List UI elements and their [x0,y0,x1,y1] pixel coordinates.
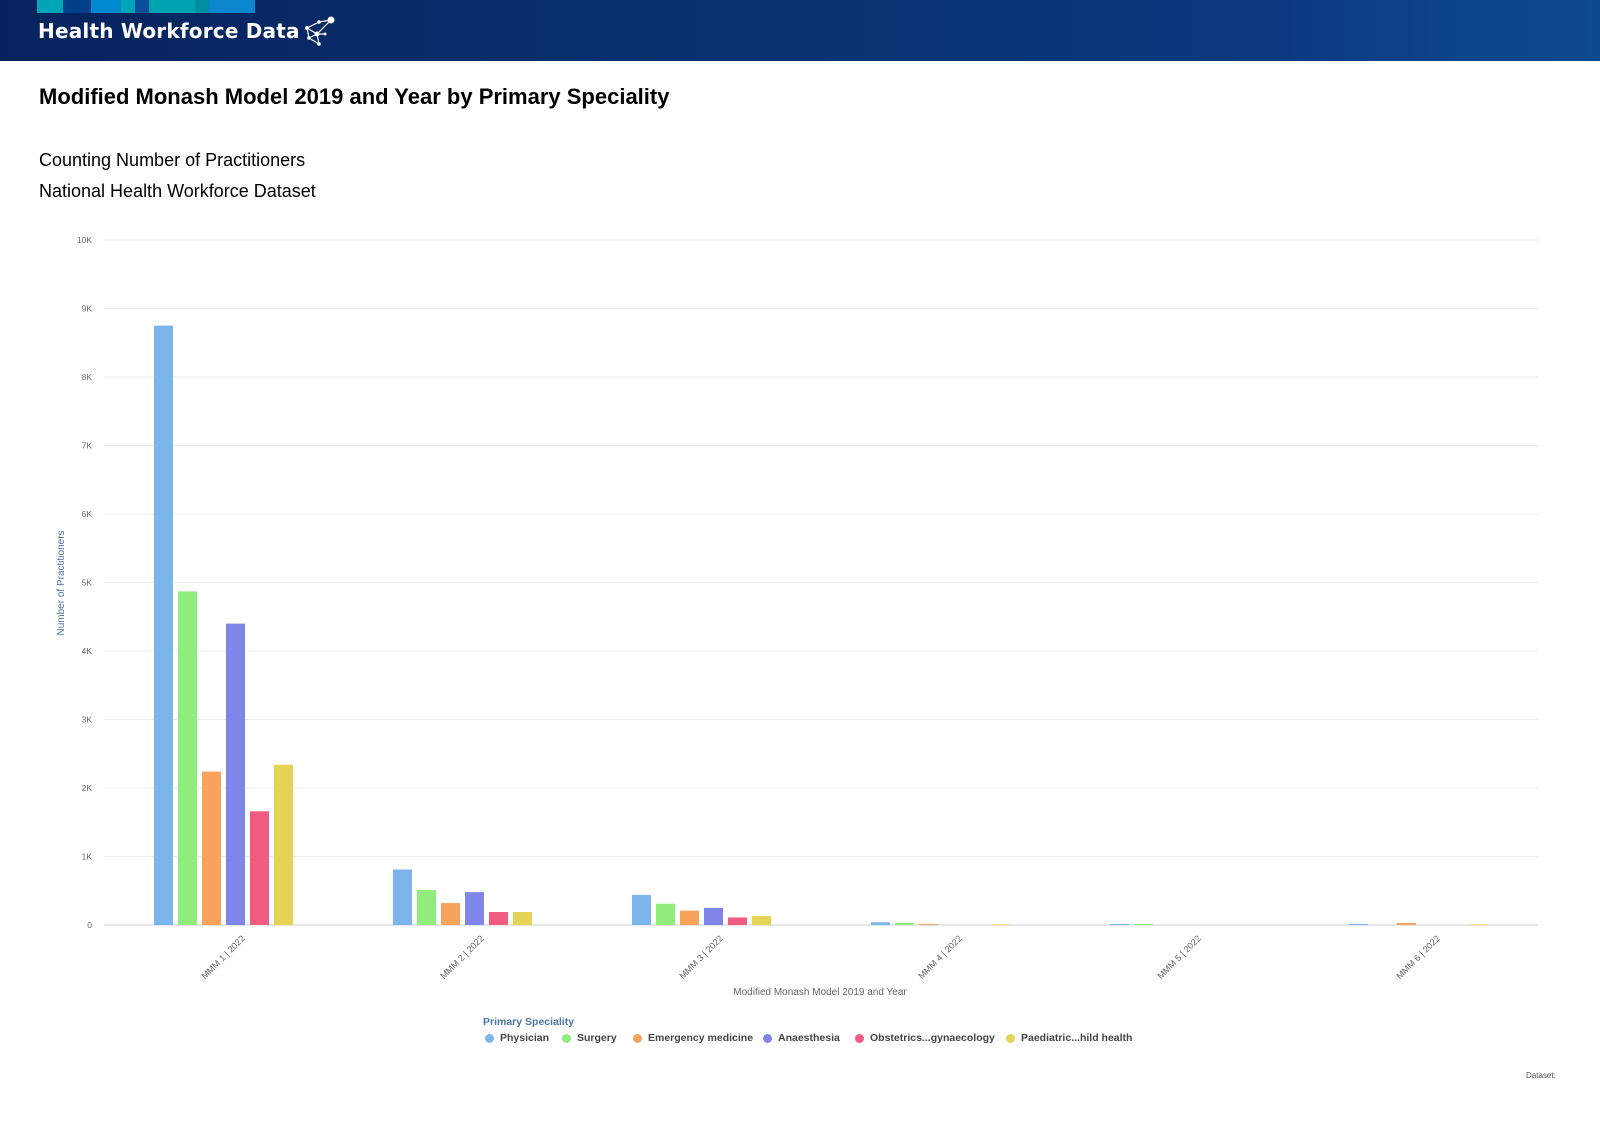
chart-gridlines [104,239,1538,926]
legend-dot-icon [633,1033,642,1043]
bar[interactable] [895,922,914,925]
legend-label: Paediatric...hild health [1021,1032,1133,1044]
y-axis-label: Number of Practitioners [56,530,67,635]
x-tick-label: MMM 1 | 2022 [199,933,247,981]
legend-item[interactable]: Emergency medicine [633,1032,753,1044]
legend-label: Anaesthesia [778,1032,840,1044]
dataset-note: Dataset: [1526,1071,1556,1080]
legend-dot-icon [485,1033,494,1043]
bar[interactable] [1349,923,1368,925]
legend-dot-icon [562,1033,571,1043]
measure-subtitle: Counting Number of Practitioners [39,150,306,170]
header-stripes [37,0,255,13]
bar[interactable] [919,923,938,925]
header-stripe [91,0,121,13]
x-tick-label: MMM 6 | 2022 [1394,933,1442,981]
bar[interactable] [274,764,293,925]
y-axis-ticks: 0 1K 2K 3K 4K 5K 6K 7K 8K 9K 10K [77,235,92,930]
y-tick-label: 6K [82,509,93,519]
bar[interactable] [1397,922,1416,925]
x-tick-label: MMM 2 | 2022 [438,933,486,981]
legend-title: Primary Speciality [483,1016,575,1028]
y-tick-label: 10K [77,235,92,245]
network-icon [305,16,335,46]
bar[interactable] [728,917,747,925]
y-tick-label: 5K [82,578,93,588]
x-axis-ticks: MMM 1 | 2022 MMM 2 | 2022 MMM 3 | 2022 MMM … [199,933,1442,981]
legend-item[interactable]: Physician [485,1032,549,1044]
legend-label: Physician [500,1032,550,1044]
bar[interactable] [1110,923,1129,925]
bar[interactable] [752,916,771,925]
header-stripe [209,0,255,13]
header-stripe [149,0,195,13]
bar[interactable] [417,890,436,925]
bar[interactable] [178,591,197,925]
y-tick-label: 0 [87,920,92,930]
header-stripe [195,0,209,13]
bar[interactable] [441,903,460,925]
legend-item[interactable]: Paediatric...hild health [1006,1032,1132,1044]
legend-item[interactable]: Obstetrics...gynaecology [855,1032,995,1044]
bar[interactable] [680,910,699,925]
legend-dot-icon [855,1033,864,1043]
y-tick-label: 4K [82,646,93,656]
header-stripe [37,0,63,13]
dataset-subtitle: National Health Workforce Dataset [39,181,316,201]
header-stripe [63,0,91,13]
x-tick-label: MMM 5 | 2022 [1155,933,1203,981]
page-title: Modified Monash Model 2019 and Year by P… [39,84,670,109]
y-tick-label: 3K [82,715,93,725]
bar[interactable] [489,911,508,925]
legend-label: Obstetrics...gynaecology [870,1032,995,1044]
bar[interactable] [202,771,221,925]
bar[interactable] [250,811,269,925]
legend-dot-icon [1006,1033,1015,1043]
bar[interactable] [632,894,651,925]
bar[interactable] [871,922,890,925]
y-tick-label: 1K [82,852,93,862]
x-tick-label: MMM 4 | 2022 [916,933,964,981]
header-stripe [121,0,135,13]
bar[interactable] [226,623,245,925]
legend-label: Surgery [577,1032,617,1044]
y-tick-label: 8K [82,372,93,382]
bar[interactable] [656,903,675,925]
chart-bars [154,325,1488,926]
y-tick-label: 9K [82,304,93,314]
bar[interactable] [465,892,484,925]
y-tick-label: 2K [82,783,93,793]
header-banner: Health Workforce Data [0,0,1600,61]
header-stripe [135,0,149,13]
legend-dot-icon [763,1033,772,1043]
legend-item[interactable]: Anaesthesia [763,1032,840,1044]
legend-item[interactable]: Surgery [562,1032,617,1044]
x-tick-label: MMM 3 | 2022 [677,933,725,981]
bar[interactable] [513,911,532,925]
bar[interactable] [991,924,1010,926]
bar[interactable] [154,325,173,925]
y-tick-label: 7K [82,441,93,451]
bar[interactable] [1134,923,1153,925]
legend-label: Emergency medicine [648,1032,754,1044]
brand-title[interactable]: Health Workforce Data [38,19,300,43]
bar[interactable] [704,907,723,925]
bar[interactable] [393,869,412,925]
bar[interactable] [1469,924,1488,926]
x-axis-label: Modified Monash Model 2019 and Year [733,987,907,998]
